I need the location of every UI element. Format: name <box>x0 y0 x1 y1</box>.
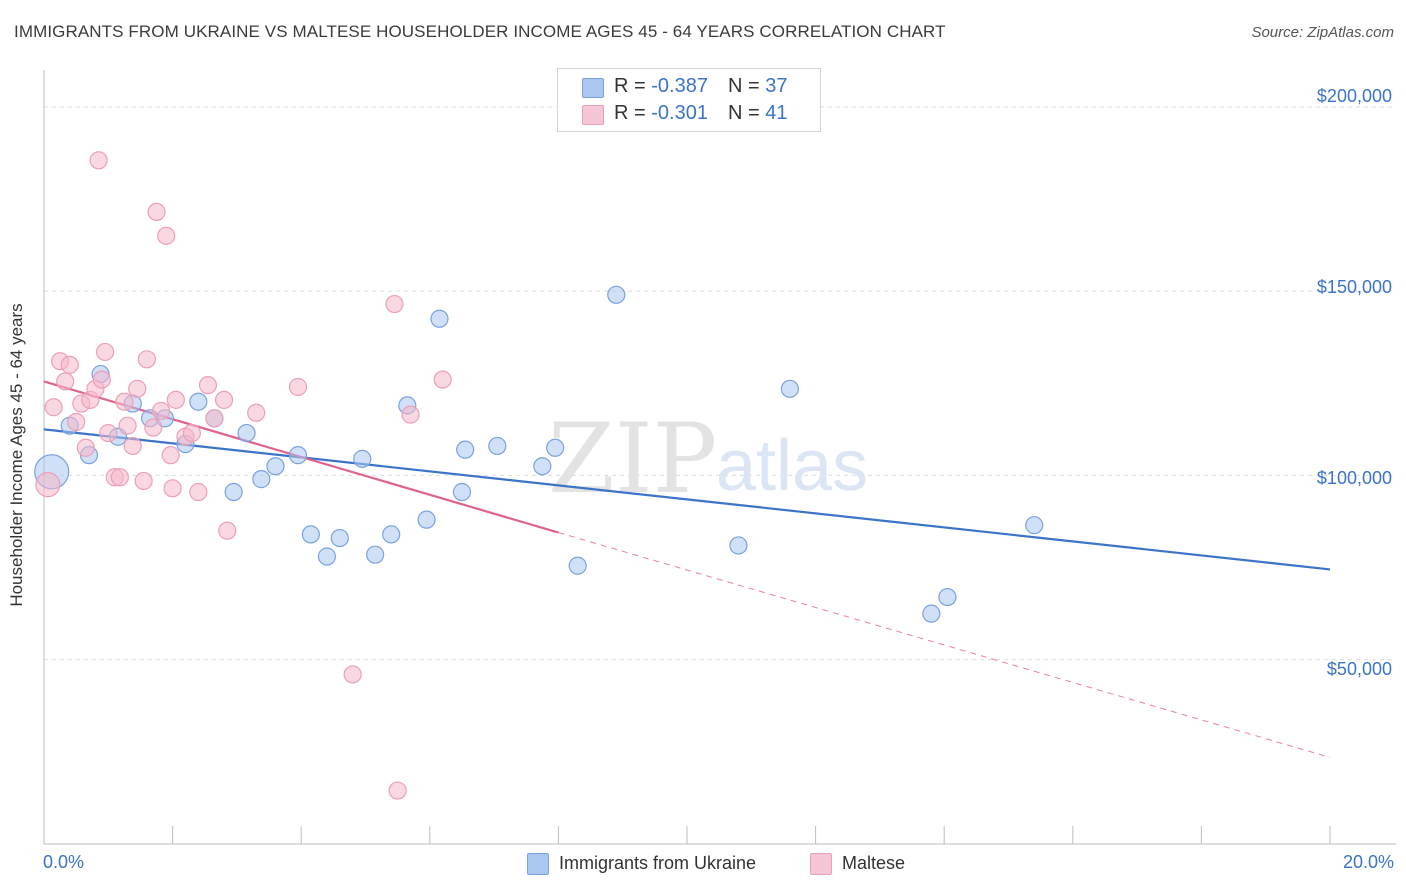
point-maltese <box>95 342 115 362</box>
point-maltese <box>144 418 163 437</box>
point-maltese <box>89 151 108 170</box>
point-maltese <box>60 355 79 374</box>
point-maltese <box>214 390 234 409</box>
point-maltese <box>118 416 137 435</box>
point-maltese <box>343 665 362 684</box>
point-maltese <box>67 412 86 432</box>
point-maltese <box>182 423 201 443</box>
source-label: Source: ZipAtlas.com <box>1251 24 1394 41</box>
watermark-atlas: atlas <box>716 426 868 506</box>
legend-n-label: N = <box>727 75 766 97</box>
point-ukraine <box>382 525 401 544</box>
point-ukraine <box>922 604 941 623</box>
point-ukraine <box>452 482 472 502</box>
point-ukraine <box>533 457 552 476</box>
point-maltese <box>147 202 166 221</box>
x-tick-label-max: 20.0% <box>1342 852 1394 872</box>
legend-r-value: -0.301 <box>651 102 708 124</box>
point-ukraine <box>607 285 626 304</box>
point-maltese <box>151 401 171 421</box>
point-maltese <box>385 294 404 314</box>
watermark: ZIP atlas <box>548 403 868 515</box>
legend-r-label: R = <box>614 102 652 124</box>
watermark-zip: ZIP <box>548 403 717 515</box>
trend-extension-maltese <box>558 532 1331 758</box>
point-ukraine <box>330 528 349 548</box>
legend-r-value: -0.387 <box>651 75 708 97</box>
bottom-legend-label-ukraine: Immigrants from Ukraine <box>559 853 757 873</box>
point-maltese <box>388 781 407 800</box>
point-maltese <box>247 403 266 422</box>
point-maltese <box>56 372 75 391</box>
point-maltese <box>157 226 176 245</box>
legend-n-label: N = <box>727 102 766 124</box>
point-maltese <box>189 482 208 502</box>
y-tick-label: $150,000 <box>1316 277 1392 297</box>
point-maltese <box>166 390 185 409</box>
point-maltese <box>128 379 147 398</box>
x-tick-label-min: 0.0% <box>43 852 85 872</box>
chart-title: IMMIGRANTS FROM UKRAINE VS MALTESE HOUSE… <box>14 22 946 41</box>
point-ukraine <box>1025 516 1044 535</box>
point-ukraine <box>266 457 285 476</box>
point-maltese <box>198 376 218 395</box>
point-ukraine <box>366 545 385 564</box>
y-tick-label: $100,000 <box>1316 468 1392 488</box>
point-ukraine <box>353 449 372 468</box>
bottom-legend-swatch-ukraine <box>527 853 549 875</box>
point-maltese <box>92 370 111 389</box>
point-ukraine <box>488 436 507 456</box>
point-ukraine <box>288 446 308 465</box>
point-maltese <box>137 350 156 369</box>
bottom-legend-swatch-maltese <box>810 853 832 875</box>
point-maltese <box>76 438 95 457</box>
point-maltese <box>433 370 452 389</box>
y-tick-label: $200,000 <box>1316 86 1392 106</box>
legend: R = -0.387 N = 37 R = -0.301 N = 41 <box>557 68 821 132</box>
point-maltese <box>134 471 153 491</box>
legend-n-value: 37 <box>765 75 788 97</box>
legend-swatch-maltese <box>582 105 604 125</box>
point-ukraine <box>568 556 587 575</box>
point-ukraine <box>224 482 243 502</box>
legend-swatch-ukraine <box>582 78 604 98</box>
point-maltese <box>218 521 237 540</box>
point-ukraine <box>189 392 208 411</box>
point-maltese <box>35 472 61 498</box>
point-ukraine <box>237 423 256 443</box>
point-ukraine <box>456 440 475 459</box>
point-maltese <box>115 392 134 411</box>
point-maltese <box>161 446 180 465</box>
point-ukraine <box>729 536 748 555</box>
point-ukraine <box>417 510 436 529</box>
point-maltese <box>123 436 142 456</box>
point-ukraine <box>780 379 799 398</box>
point-maltese <box>205 409 224 428</box>
point-ukraine <box>546 438 565 457</box>
y-tick-label: $50,000 <box>1326 659 1392 679</box>
point-ukraine <box>317 547 337 566</box>
scatter-points <box>34 151 1044 800</box>
point-ukraine <box>430 309 449 328</box>
y-axis-label: Householder Income Ages 45 - 64 years <box>7 303 26 607</box>
point-maltese <box>401 405 420 424</box>
legend-n-value: 41 <box>765 102 788 124</box>
point-ukraine <box>252 470 271 489</box>
gridlines <box>44 106 1396 661</box>
trend-line-ukraine <box>43 428 1331 571</box>
point-maltese <box>288 377 308 397</box>
point-ukraine <box>301 525 320 544</box>
point-maltese <box>99 423 118 443</box>
point-maltese <box>110 468 129 487</box>
point-ukraine <box>938 587 957 607</box>
legend-r-label: R = <box>614 75 652 97</box>
bottom-legend-label-maltese: Maltese <box>842 853 906 873</box>
point-maltese <box>163 479 182 498</box>
point-maltese <box>44 398 63 417</box>
